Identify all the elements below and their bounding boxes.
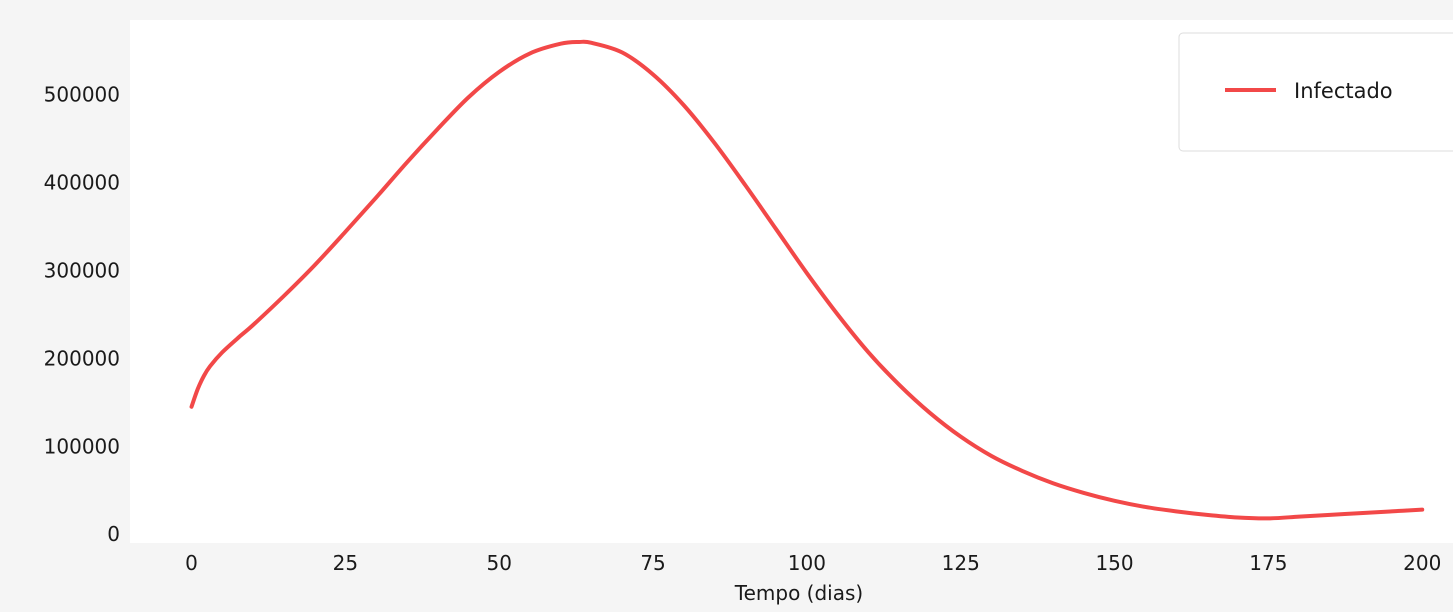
x-tick-label: 150	[1095, 551, 1133, 575]
x-tick-label: 125	[942, 551, 980, 575]
series-line-infectado	[189, 39, 1425, 521]
x-axis: 0 25 50 75 100 125 150 175 200	[185, 551, 1441, 575]
y-tick-label: 200000	[44, 346, 120, 370]
x-tick-label: 175	[1249, 551, 1287, 575]
x-axis-label: Tempo (dias)	[734, 581, 863, 605]
x-tick-label: 75	[640, 551, 665, 575]
x-tick-label: 100	[788, 551, 826, 575]
x-tick-label: 50	[486, 551, 511, 575]
y-tick-label: 500000	[44, 83, 120, 107]
y-tick-label: 400000	[44, 171, 120, 195]
y-tick-label: 0	[107, 522, 120, 546]
y-axis: 0 100000 200000 300000 400000 500000	[44, 83, 120, 546]
x-tick-label: 200	[1403, 551, 1441, 575]
legend: Infectado	[1178, 32, 1453, 152]
y-tick-label: 300000	[44, 259, 120, 283]
x-tick-label: 25	[333, 551, 358, 575]
y-tick-label: 100000	[44, 434, 120, 458]
x-tick-label: 0	[185, 551, 198, 575]
legend-box	[1178, 32, 1453, 152]
legend-label-infectado: Infectado	[1294, 79, 1393, 103]
